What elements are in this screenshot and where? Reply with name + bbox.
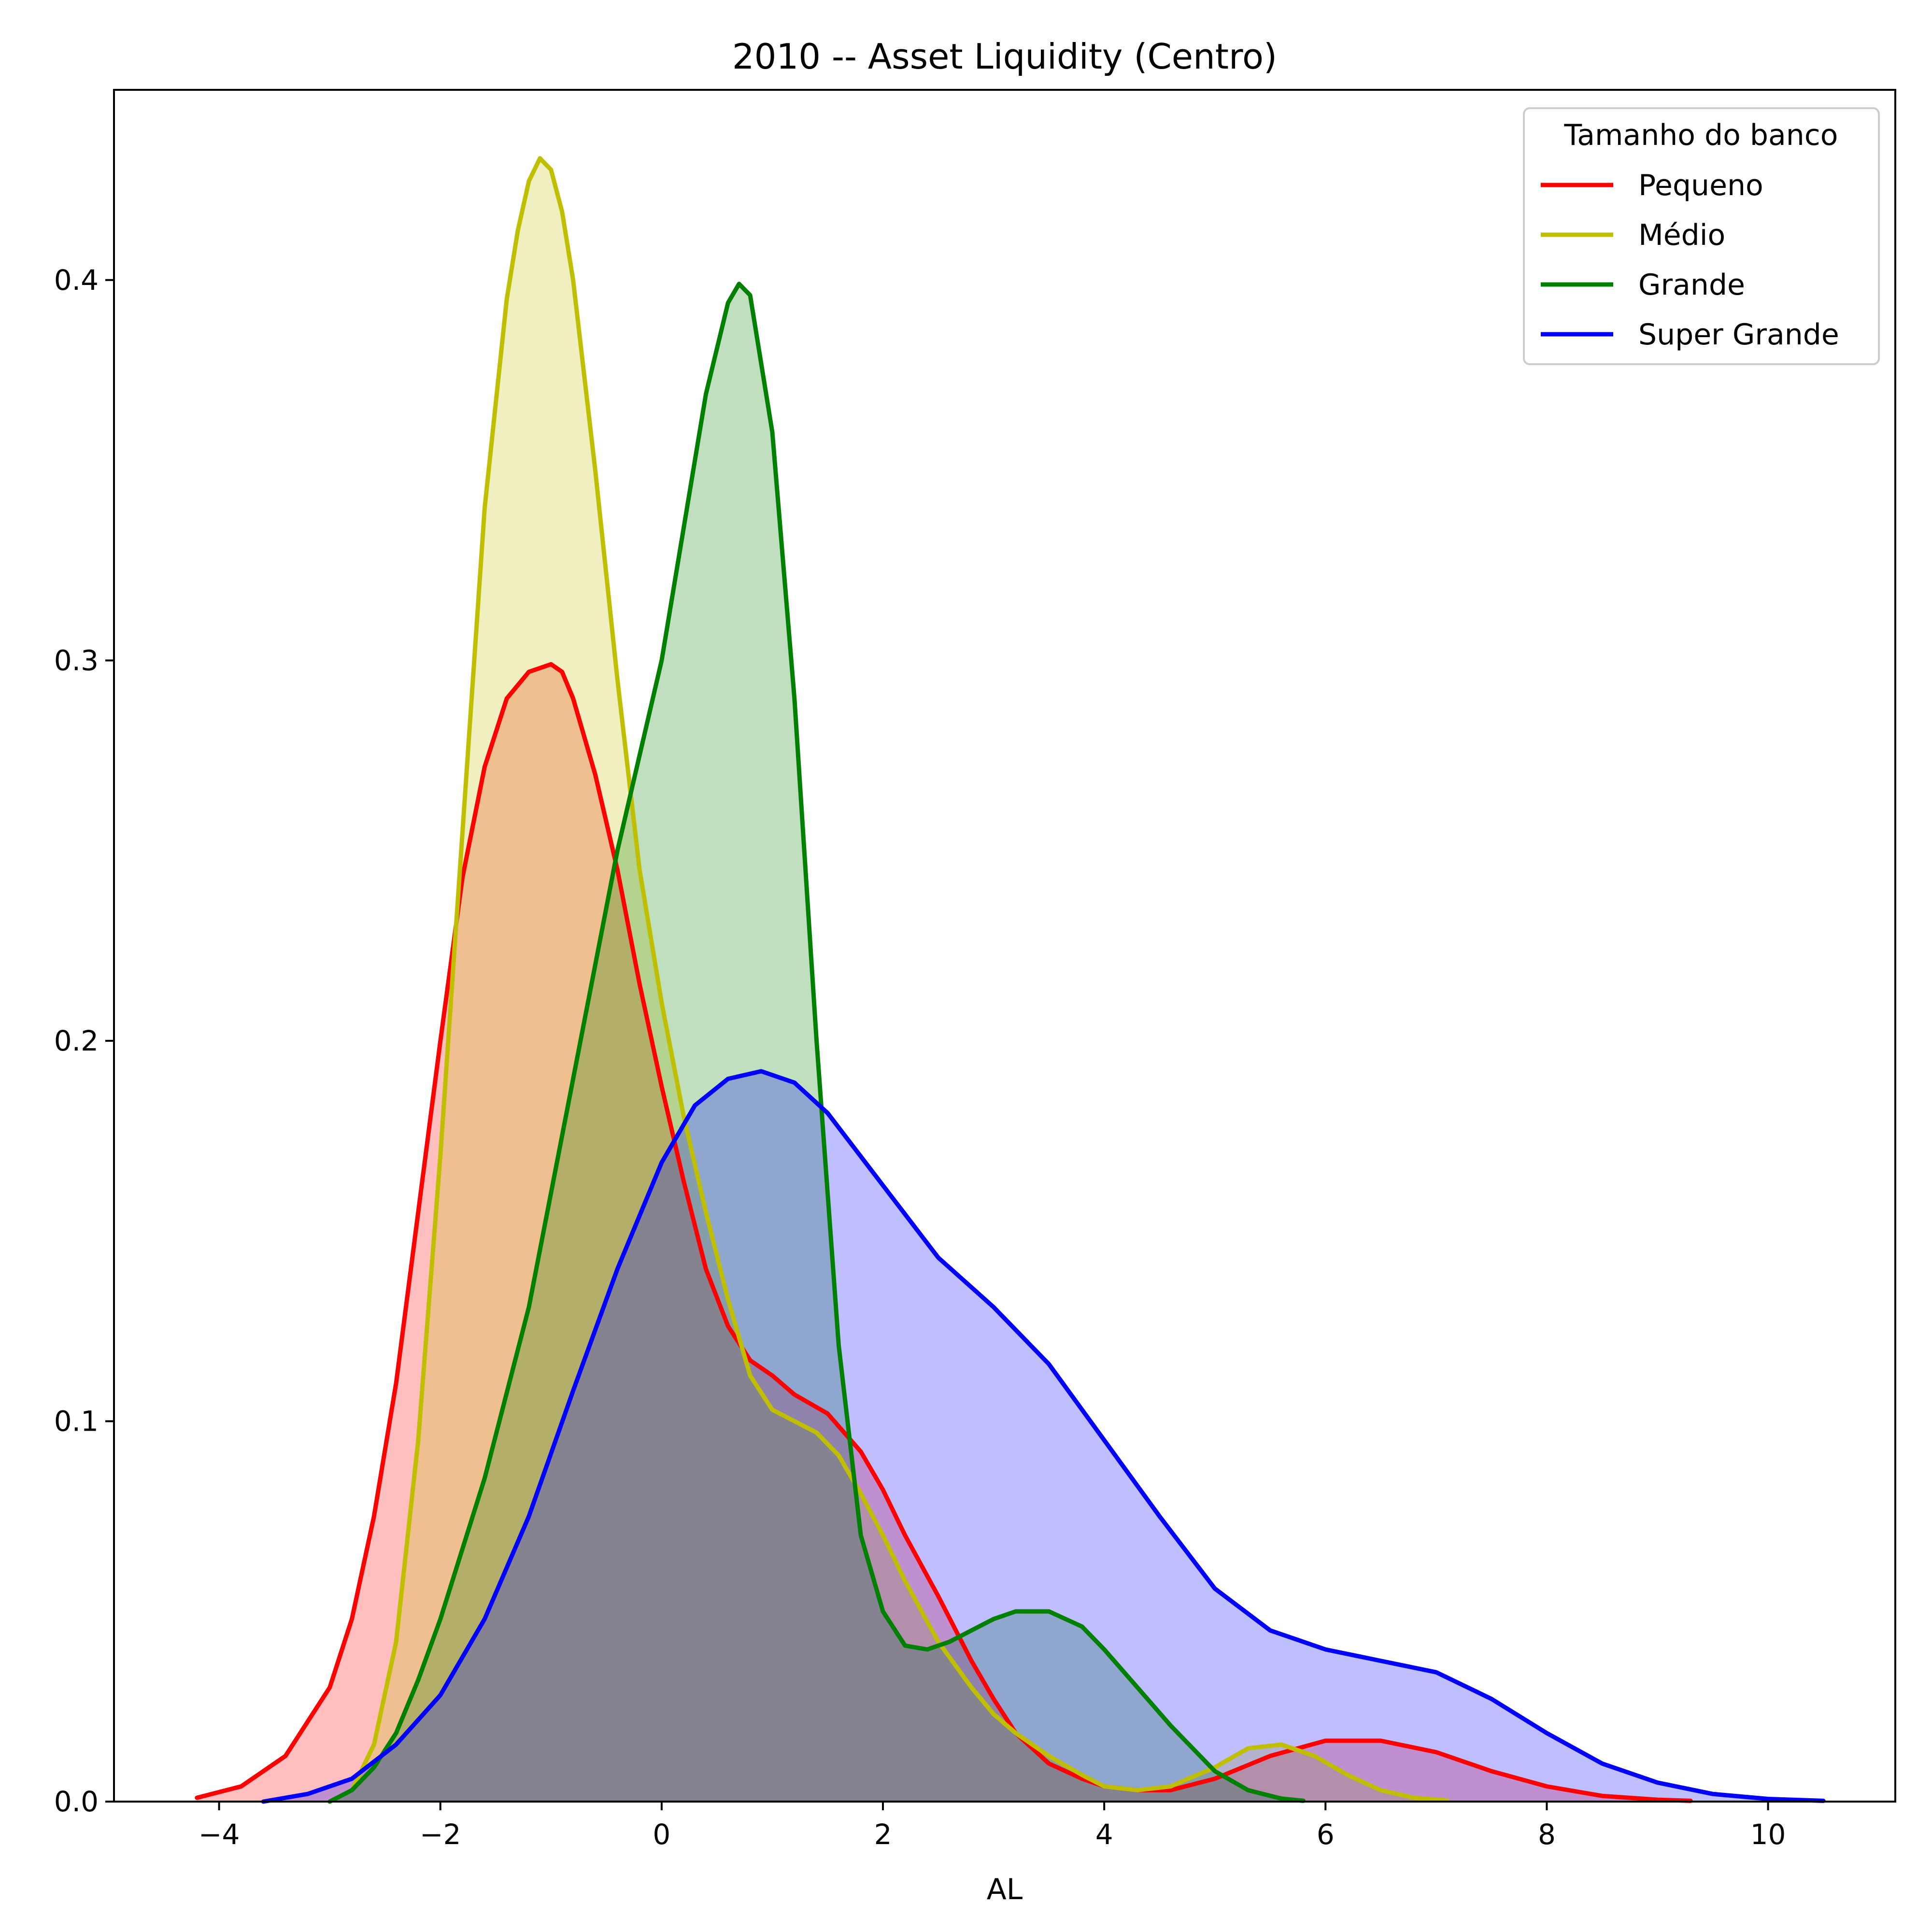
- legend-label-0: Pequeno: [1638, 169, 1763, 202]
- series-layer: [195, 156, 1826, 1804]
- x-tick-label: 4: [1095, 1818, 1113, 1851]
- y-tick-label: 0.3: [54, 644, 99, 677]
- legend-label-1: Médio: [1638, 218, 1725, 252]
- y-tick-label: 0.1: [54, 1405, 99, 1437]
- x-tick-label: 6: [1317, 1818, 1335, 1851]
- legend-items: Pequeno Médio Grande Super Grande: [1541, 169, 1839, 352]
- series-fill-1: [329, 158, 1448, 1802]
- x-tick-label: −2: [420, 1818, 461, 1851]
- series-fill-0: [197, 664, 1691, 1802]
- x-tick-label: 0: [653, 1818, 670, 1851]
- chart-title: 2010 -- Asset Liquidity (Centro): [732, 36, 1277, 77]
- y-axis: 0.0 0.1 0.2 0.3 0.4: [54, 264, 114, 1818]
- series-fill-3: [263, 1071, 1824, 1802]
- x-tick-label: −4: [199, 1818, 240, 1851]
- series-line-3: [261, 1069, 1826, 1804]
- series-line-1: [327, 156, 1449, 1804]
- x-axis: −4 −2 0 2 4 6 8 10: [199, 1802, 1786, 1851]
- legend-label-3: Super Grande: [1638, 318, 1839, 352]
- series-line-0: [195, 662, 1693, 1803]
- y-tick-label: 0.2: [54, 1024, 99, 1057]
- legend-title: Tamanho do banco: [1564, 118, 1838, 152]
- x-tick-label: 10: [1750, 1818, 1786, 1851]
- series-line-2: [327, 282, 1306, 1804]
- x-tick-label: 8: [1538, 1818, 1556, 1851]
- x-axis-label: AL: [987, 1873, 1023, 1906]
- y-tick-label: 0.0: [54, 1785, 99, 1818]
- y-tick-label: 0.4: [54, 264, 99, 297]
- legend: Tamanho do banco Pequeno Médio Grande Super…: [1523, 107, 1880, 365]
- x-tick-label: 2: [874, 1818, 892, 1851]
- legend-box: [1523, 107, 1880, 365]
- legend-label-2: Grande: [1638, 268, 1745, 302]
- plot-frame: [113, 89, 1896, 1803]
